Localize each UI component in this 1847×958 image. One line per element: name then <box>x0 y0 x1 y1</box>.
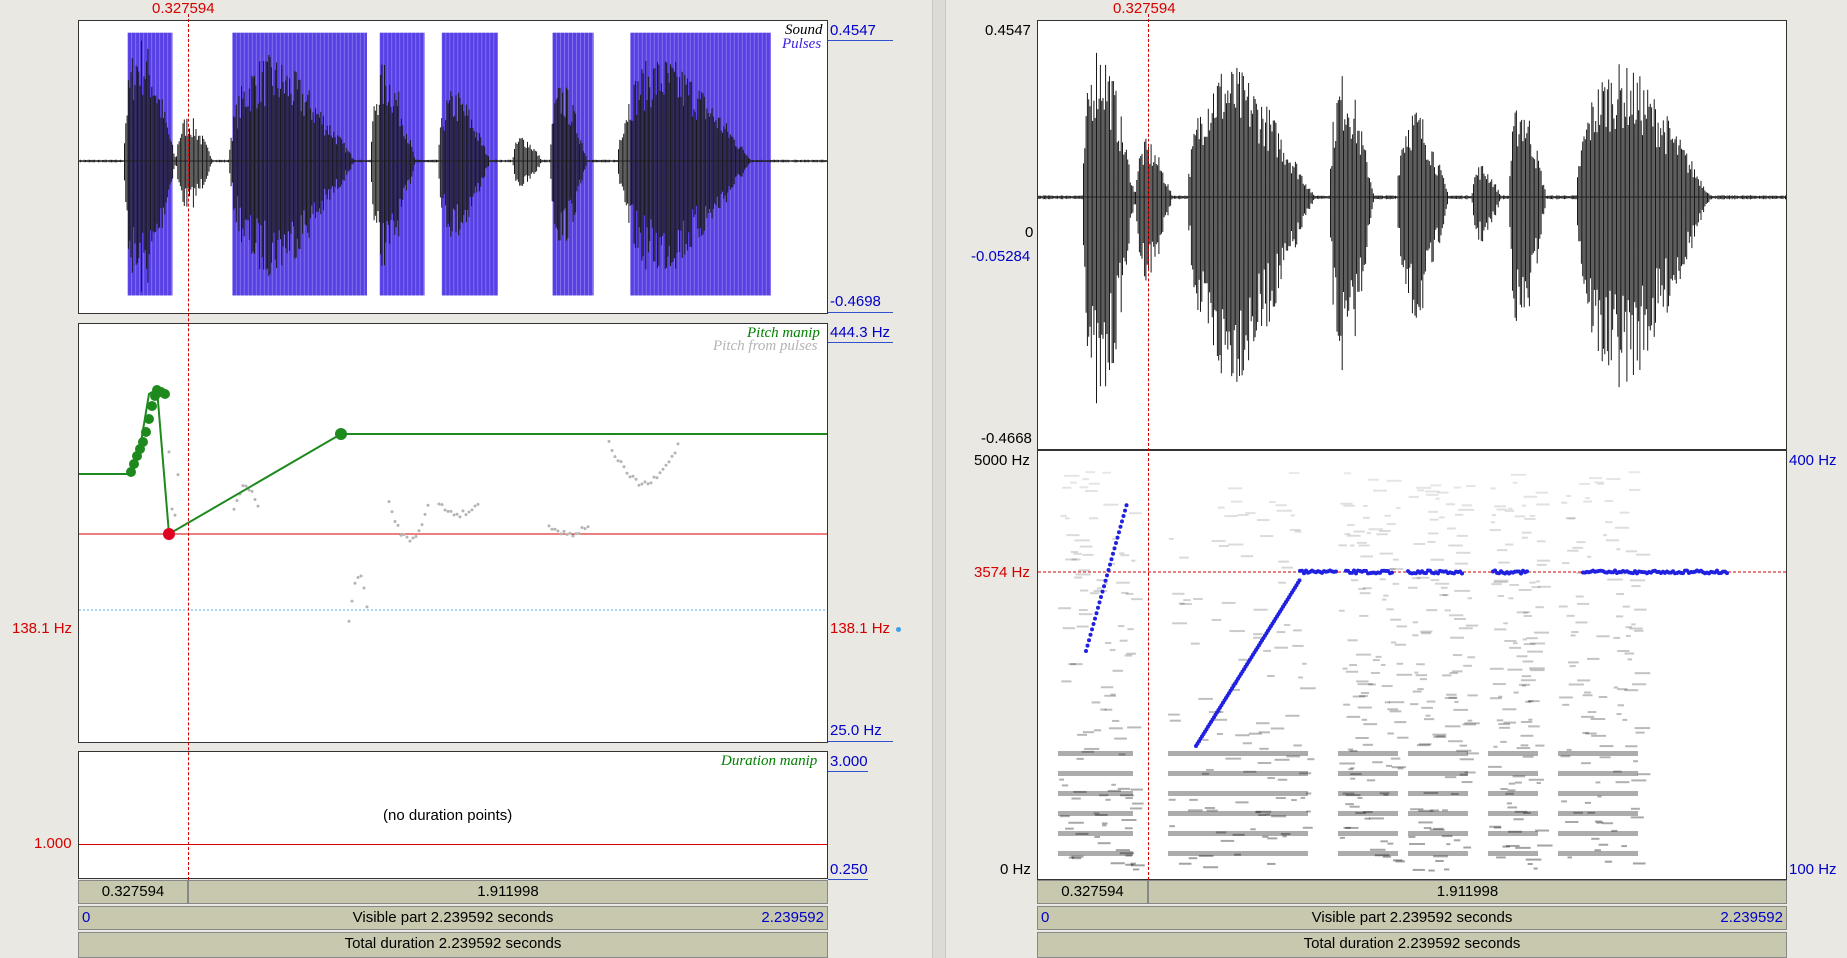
duration-ymin: 0.250 <box>830 861 868 878</box>
left-sound-ymin-mark <box>828 312 893 313</box>
pitch-cursor-dot <box>896 627 901 632</box>
duration-ymax-mark <box>828 771 868 772</box>
right-total-text: Total duration 2.239592 seconds <box>1303 935 1521 952</box>
left-sound-pane[interactable] <box>78 20 828 314</box>
right-sound-ymin: -0.4668 <box>981 430 1032 447</box>
left-seg1-label: 0.327594 <box>101 883 165 900</box>
left-visible-start: 0 <box>82 909 91 926</box>
pitch-ymax: 444.3 Hz <box>830 324 891 341</box>
left-total-bar[interactable]: Total duration 2.239592 seconds <box>78 932 828 958</box>
left-cursor-line <box>188 14 189 880</box>
left-segment-2[interactable]: 1.911998 <box>188 880 828 904</box>
left-duration-pane[interactable]: (no duration points) <box>78 751 828 879</box>
spectrogram-pane[interactable] <box>1037 450 1787 880</box>
right-visible-bar[interactable]: 0 Visible part 2.239592 seconds 2.239592 <box>1037 906 1787 930</box>
left-sound-ymax: 0.4547 <box>830 22 876 39</box>
spectrogram-fmin: 0 Hz <box>1000 861 1031 878</box>
right-visible-text: Visible part 2.239592 seconds <box>1311 909 1513 926</box>
left-sound-ymax-mark <box>828 40 893 41</box>
pitch-ymin: 25.0 Hz <box>830 722 882 739</box>
spectrogram-fmax: 5000 Hz <box>974 452 1030 469</box>
pitch-ymax-mark <box>828 342 893 343</box>
left-visible-text: Visible part 2.239592 seconds <box>352 909 554 926</box>
right-segment-2[interactable]: 1.911998 <box>1148 880 1787 904</box>
right-total-bar[interactable]: Total duration 2.239592 seconds <box>1037 932 1787 958</box>
spectrogram <box>1038 471 1786 872</box>
left-seg2-label: 1.911998 <box>477 883 539 900</box>
pitch-ymin-mark <box>828 741 893 742</box>
right-visible-start: 0 <box>1041 909 1050 926</box>
spectrogram-cursor-freq: 3574 Hz <box>974 564 1030 581</box>
right-sound-cursor-value: -0.05284 <box>971 248 1031 265</box>
no-duration-text: (no duration points) <box>383 807 513 824</box>
pitch-plot <box>79 385 827 623</box>
right-segment-1[interactable]: 0.327594 <box>1037 880 1148 904</box>
left-waveform <box>79 32 827 296</box>
right-sound-pane[interactable] <box>1037 20 1787 450</box>
left-total-text: Total duration 2.239592 seconds <box>344 935 562 952</box>
duration-legend: Duration manip <box>721 753 818 769</box>
right-cursor-line <box>1148 14 1149 880</box>
right-visible-end: 2.239592 <box>1720 909 1783 926</box>
right-seg1-label: 0.327594 <box>1061 883 1124 900</box>
right-sound-zero: 0 <box>1025 224 1034 241</box>
pitch-manip-legend: Pitch manip <box>747 325 820 341</box>
left-visible-end: 2.239592 <box>761 909 824 926</box>
left-pitch-pane[interactable] <box>78 323 828 743</box>
duration-ymax: 3.000 <box>830 753 868 770</box>
left-cursor-time: 0.327594 <box>152 0 215 17</box>
right-sound-ymax: 0.4547 <box>985 22 1031 39</box>
right-seg2-label: 1.911998 <box>1436 883 1499 900</box>
right-cursor-time: 0.327594 <box>1113 0 1176 17</box>
right-waveform <box>1038 52 1786 404</box>
left-visible-bar[interactable]: 0 Visible part 2.239592 seconds 2.239592 <box>78 906 828 930</box>
left-segment-1[interactable]: 0.327594 <box>78 880 188 904</box>
duration-cursor-line <box>79 844 827 845</box>
window-divider <box>932 0 946 958</box>
duration-ymin-mark <box>828 879 868 880</box>
sound-legend: Sound <box>785 22 823 38</box>
pitch-axis-max: 400 Hz <box>1789 452 1837 469</box>
duration-cursor-value: 1.000 <box>34 835 72 852</box>
pitch-cursor-right: 138.1 Hz <box>830 620 891 637</box>
pitch-pulses-legend: Pitch from pulses <box>713 338 818 354</box>
pitch-cursor-left: 138.1 Hz <box>12 620 73 637</box>
pulses-legend: Pulses <box>782 36 822 52</box>
pitch-axis-min: 100 Hz <box>1789 861 1837 878</box>
left-sound-ymin: -0.4698 <box>830 293 881 310</box>
